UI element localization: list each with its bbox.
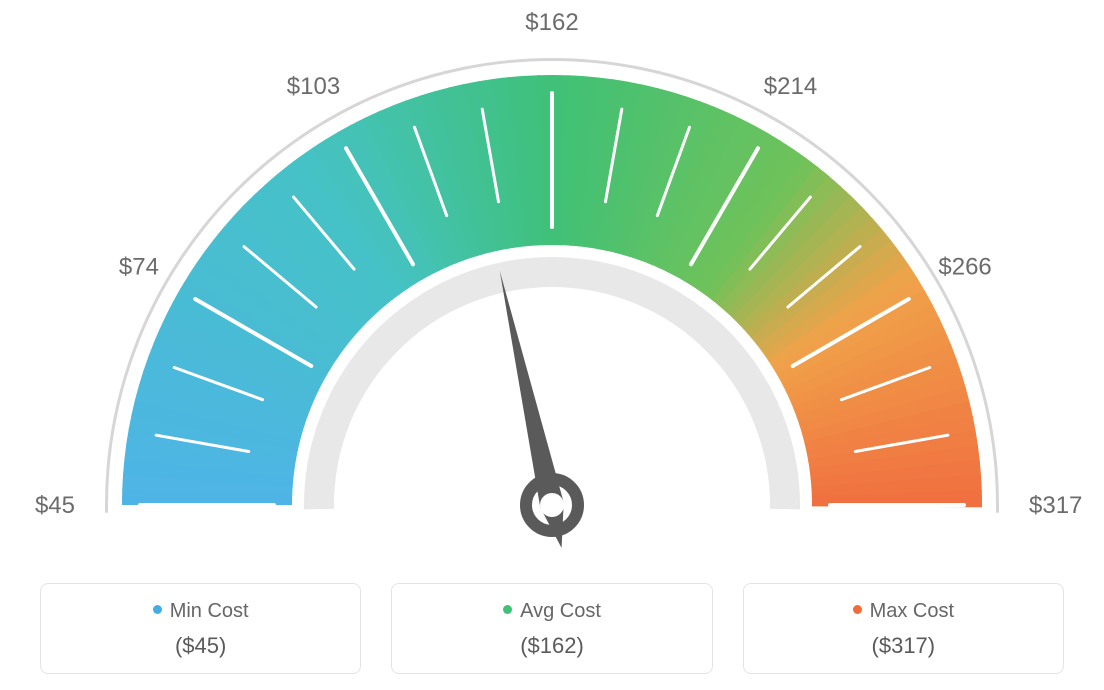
legend-avg-label-text: Avg Cost	[520, 600, 601, 622]
legend-avg-label: Avg Cost	[402, 600, 701, 623]
dot-icon	[503, 605, 512, 614]
legend-min-label: Min Cost	[51, 600, 350, 623]
svg-text:$214: $214	[764, 73, 817, 100]
legend-avg: Avg Cost ($162)	[391, 583, 712, 674]
legend-row: Min Cost ($45) Avg Cost ($162) Max Cost …	[40, 583, 1064, 674]
legend-max-label: Max Cost	[754, 600, 1053, 623]
legend-max-label-text: Max Cost	[870, 600, 954, 622]
legend-min-label-text: Min Cost	[170, 600, 249, 622]
gauge-svg: $45 $74 $103 $162 $214 $266 $317	[22, 0, 1082, 560]
svg-text:$317: $317	[1029, 492, 1082, 519]
svg-text:$74: $74	[119, 254, 159, 281]
legend-min-value: ($45)	[51, 633, 350, 659]
legend-max-value: ($317)	[754, 633, 1053, 659]
legend-max: Max Cost ($317)	[743, 583, 1064, 674]
dot-icon	[853, 605, 862, 614]
legend-min: Min Cost ($45)	[40, 583, 361, 674]
legend-avg-value: ($162)	[402, 633, 701, 659]
svg-text:$162: $162	[525, 9, 578, 36]
dot-icon	[153, 605, 162, 614]
cost-gauge: $45 $74 $103 $162 $214 $266 $317	[0, 0, 1104, 560]
svg-text:$45: $45	[35, 492, 75, 519]
svg-text:$103: $103	[287, 73, 340, 100]
svg-text:$266: $266	[938, 254, 991, 281]
